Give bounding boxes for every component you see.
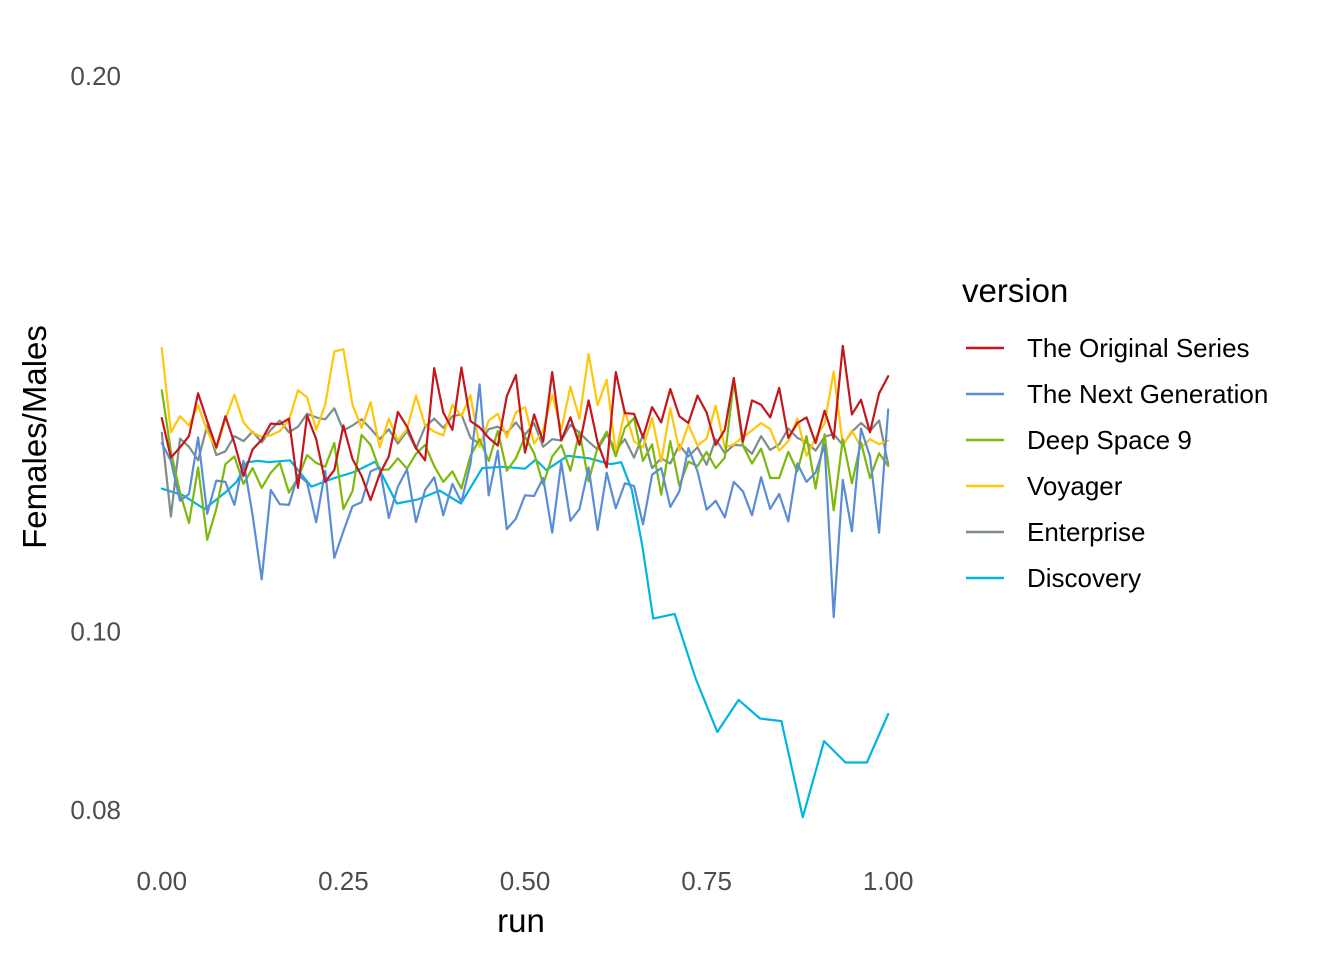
series-line-enterprise — [160, 407, 890, 518]
series-line-discovery — [160, 454, 890, 819]
series-layer — [160, 344, 890, 819]
y-axis-ticks: 0.08 0.10 0.20 — [70, 61, 121, 825]
legend-label: Deep Space 9 — [1027, 425, 1192, 455]
series-line-the-next-generation — [160, 383, 890, 619]
x-axis-title: run — [497, 902, 545, 939]
x-tick-label: 0.25 — [318, 866, 369, 896]
series-line-deep-space-9 — [160, 379, 890, 541]
x-axis-ticks: 0.00 0.25 0.50 0.75 1.00 — [136, 866, 913, 896]
legend-label: The Original Series — [1027, 333, 1250, 363]
y-tick-label: 0.08 — [70, 795, 121, 825]
y-tick-label: 0.10 — [70, 616, 121, 646]
series-line-the-original-series — [160, 344, 890, 502]
x-tick-label: 0.50 — [500, 866, 551, 896]
legend: version The Original Series The Next Gene… — [962, 272, 1268, 593]
y-tick-label: 0.20 — [70, 61, 121, 91]
x-tick-label: 1.00 — [863, 866, 914, 896]
series-line-voyager — [160, 347, 890, 463]
x-tick-label: 0.75 — [681, 866, 732, 896]
y-axis-title: Females/Males — [16, 325, 53, 549]
legend-label: Enterprise — [1027, 517, 1146, 547]
legend-label: The Next Generation — [1027, 379, 1268, 409]
x-tick-label: 0.00 — [136, 866, 187, 896]
legend-label: Discovery — [1027, 563, 1141, 593]
legend-title: version — [962, 272, 1068, 309]
legend-label: Voyager — [1027, 471, 1123, 501]
